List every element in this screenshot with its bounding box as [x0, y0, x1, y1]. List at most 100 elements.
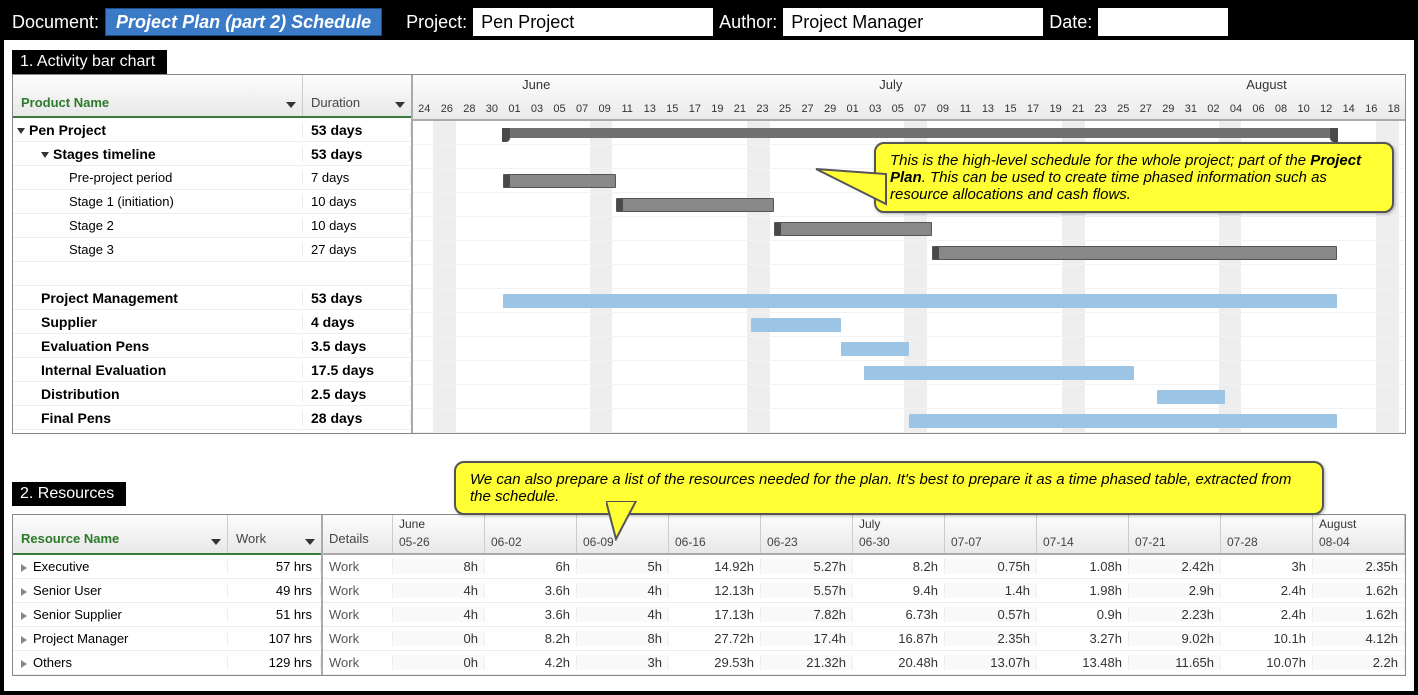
timeline-header: JuneJulyAugust 2426283001030507091113151…: [413, 75, 1405, 121]
week-column-header[interactable]: July06-30: [853, 515, 945, 553]
gantt-bar[interactable]: [932, 246, 1338, 260]
hours-cell: 1.62h: [1313, 583, 1405, 598]
week-label: 06-16: [675, 535, 706, 549]
expand-icon[interactable]: [21, 612, 27, 620]
task-name-cell: Final Pens: [13, 410, 303, 426]
project-field[interactable]: Pen Project: [473, 8, 713, 36]
week-column-header[interactable]: 07-21: [1129, 515, 1221, 553]
task-duration-cell: 4 days: [303, 314, 411, 330]
col-details[interactable]: Details: [323, 515, 393, 553]
gantt-bar[interactable]: [841, 342, 909, 356]
task-name-cell: Project Management: [13, 290, 303, 306]
gantt-bar[interactable]: [751, 318, 841, 332]
gantt-task-row[interactable]: Evaluation Pens3.5 days: [13, 334, 411, 358]
task-duration-cell: 3.5 days: [303, 338, 411, 354]
expand-icon[interactable]: [21, 588, 27, 596]
hours-cell: 10.07h: [1221, 655, 1313, 670]
resource-row[interactable]: Project Manager107 hrs: [13, 627, 321, 651]
gantt-task-row[interactable]: Stage 327 days: [13, 238, 411, 262]
month-label: August: [1246, 77, 1286, 92]
hours-cell: 27.72h: [669, 631, 761, 646]
resource-row[interactable]: Senior Supplier51 hrs: [13, 603, 321, 627]
hours-cell: 7.82h: [761, 607, 853, 622]
gantt-task-row[interactable]: Supplier4 days: [13, 310, 411, 334]
gantt-bar[interactable]: [909, 414, 1337, 428]
hours-cell: 6h: [485, 559, 577, 574]
month-label: July: [879, 77, 902, 92]
date-field[interactable]: [1098, 8, 1228, 36]
month-label: July: [859, 517, 880, 531]
gantt-spacer-row: [13, 262, 411, 286]
day-label: 05: [548, 103, 571, 115]
day-label: 26: [436, 103, 459, 115]
day-label: 04: [1225, 103, 1248, 115]
gantt-bar[interactable]: [774, 222, 932, 236]
hours-cell: 2.2h: [1313, 655, 1405, 670]
gantt-bar[interactable]: [864, 366, 1135, 380]
expand-icon[interactable]: [17, 128, 25, 134]
week-column-header[interactable]: 06-16: [669, 515, 761, 553]
resource-row[interactable]: Others129 hrs: [13, 651, 321, 675]
expand-icon[interactable]: [21, 660, 27, 668]
day-label: 16: [1360, 103, 1383, 115]
hours-cell: 12.13h: [669, 583, 761, 598]
task-duration-cell: 53 days: [303, 290, 411, 306]
col-work[interactable]: Work: [228, 515, 321, 553]
week-column-header[interactable]: 07-14: [1037, 515, 1129, 553]
dropdown-icon[interactable]: [305, 539, 315, 545]
dropdown-icon[interactable]: [395, 102, 405, 108]
dropdown-icon[interactable]: [211, 539, 221, 545]
gantt-task-row[interactable]: Pen Project53 days: [13, 118, 411, 142]
gantt-task-row[interactable]: Final Pens28 days: [13, 406, 411, 430]
expand-icon[interactable]: [21, 636, 27, 644]
week-column-header[interactable]: 07-07: [945, 515, 1037, 553]
week-column-header[interactable]: 06-23: [761, 515, 853, 553]
gantt-bar-row: [413, 337, 1405, 361]
task-name-cell: Pre-project period: [13, 170, 303, 185]
gantt-bar[interactable]: [616, 198, 774, 212]
day-label: 25: [774, 103, 797, 115]
col-duration[interactable]: Duration: [303, 75, 411, 116]
hours-cell: 2.42h: [1129, 559, 1221, 574]
week-column-header[interactable]: June05-26: [393, 515, 485, 553]
gantt-task-row[interactable]: Internal Evaluation17.5 days: [13, 358, 411, 382]
gantt-bar[interactable]: [1157, 390, 1225, 404]
section1-title: 1. Activity bar chart: [12, 50, 167, 74]
gantt-task-row[interactable]: Project Management53 days: [13, 286, 411, 310]
month-label: June: [522, 77, 550, 92]
resource-data-row: Work4h3.6h4h12.13h5.57h9.4h1.4h1.98h2.9h…: [323, 579, 1405, 603]
hours-cell: 5.57h: [761, 583, 853, 598]
gantt-left-header: Product Name Duration: [13, 75, 411, 118]
author-field[interactable]: Project Manager: [783, 8, 1043, 36]
col-resource-name[interactable]: Resource Name: [13, 515, 228, 553]
dropdown-icon[interactable]: [286, 102, 296, 108]
task-name-cell: Stage 3: [13, 242, 303, 257]
gantt-task-row[interactable]: Stage 1 (initiation)10 days: [13, 190, 411, 214]
gantt-task-row[interactable]: Stage 210 days: [13, 214, 411, 238]
resource-row[interactable]: Executive57 hrs: [13, 555, 321, 579]
expand-icon[interactable]: [41, 152, 49, 158]
hours-cell: 8.2h: [485, 631, 577, 646]
hours-cell: 4h: [577, 607, 669, 622]
gantt-task-row[interactable]: Stages timeline53 days: [13, 142, 411, 166]
gantt-bar[interactable]: [503, 128, 1337, 138]
gantt-bar[interactable]: [503, 174, 616, 188]
week-column-header[interactable]: August08-04: [1313, 515, 1405, 553]
gantt-bar[interactable]: [503, 294, 1337, 308]
col-product-name[interactable]: Product Name: [13, 75, 303, 116]
task-name-cell: Stage 2: [13, 218, 303, 233]
hours-cell: 0h: [393, 655, 485, 670]
week-column-header[interactable]: 06-02: [485, 515, 577, 553]
gantt-task-row[interactable]: Pre-project period7 days: [13, 166, 411, 190]
task-duration-cell: 28 days: [303, 410, 411, 426]
day-label: 17: [1022, 103, 1045, 115]
hours-cell: 0.57h: [945, 607, 1037, 622]
resource-row[interactable]: Senior User49 hrs: [13, 579, 321, 603]
hours-cell: 9.02h: [1129, 631, 1221, 646]
details-cell: Work: [323, 631, 393, 646]
week-column-header[interactable]: 07-28: [1221, 515, 1313, 553]
expand-icon[interactable]: [21, 564, 27, 572]
hours-cell: 10.1h: [1221, 631, 1313, 646]
hours-cell: 3h: [577, 655, 669, 670]
gantt-task-row[interactable]: Distribution2.5 days: [13, 382, 411, 406]
